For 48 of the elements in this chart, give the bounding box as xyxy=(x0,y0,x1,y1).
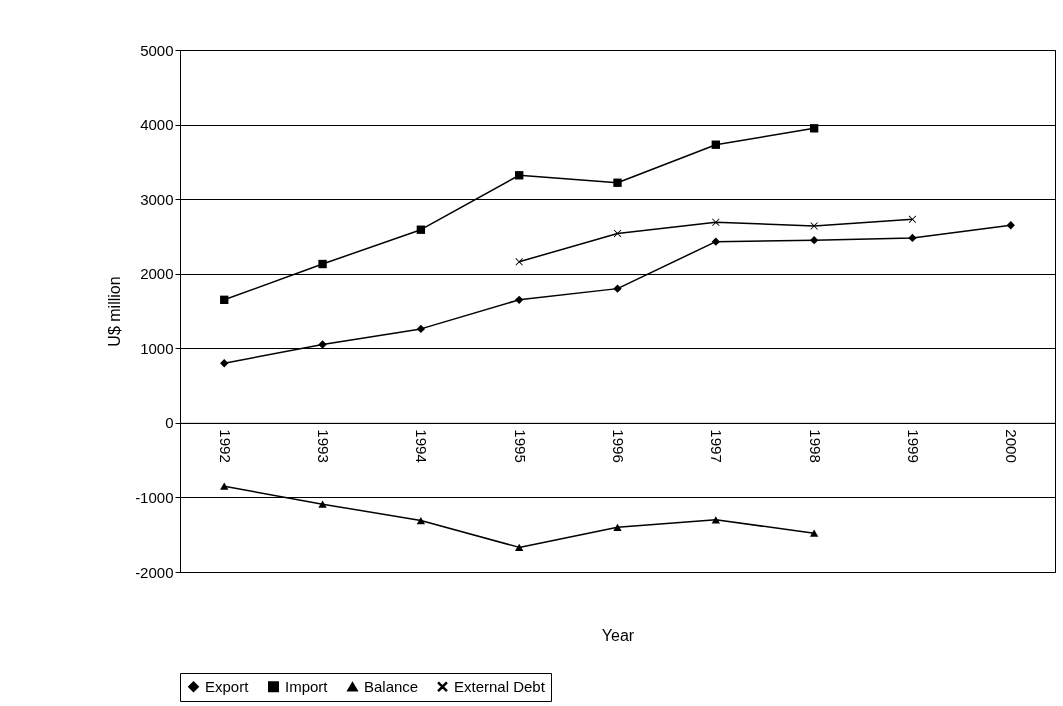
x-tick-label: 1993 xyxy=(315,429,333,463)
point xyxy=(416,225,426,234)
legend-label: External Debt xyxy=(454,677,546,695)
point xyxy=(220,359,229,368)
point xyxy=(515,171,524,180)
legend-label: Export xyxy=(205,677,250,695)
point xyxy=(613,284,622,293)
point xyxy=(318,259,327,269)
point xyxy=(318,500,327,508)
point xyxy=(809,529,819,537)
x-tick-label: 1994 xyxy=(413,429,431,463)
x-tick-label: 2000 xyxy=(1003,429,1021,463)
y-tick-label: 3000 xyxy=(140,190,174,208)
y-tick-label: 0 xyxy=(165,414,174,432)
point xyxy=(712,218,720,227)
y-tick-label: -1000 xyxy=(135,488,174,506)
y-tick-label: 1000 xyxy=(140,339,174,357)
y-axis-title: U$ million xyxy=(106,276,124,347)
point xyxy=(711,140,720,149)
point xyxy=(220,482,229,490)
point xyxy=(416,324,426,334)
point xyxy=(515,543,524,552)
point xyxy=(711,516,720,524)
point xyxy=(515,258,523,266)
point xyxy=(318,340,327,349)
legend-label: Import xyxy=(285,677,329,695)
x-tick-label: 1999 xyxy=(904,429,922,463)
point xyxy=(809,235,819,245)
x-axis-title: Year xyxy=(601,626,635,644)
x-tick-label: 1996 xyxy=(610,429,627,463)
y-tick-label: 5000 xyxy=(140,41,174,59)
y-tick-label: 2000 xyxy=(140,265,174,283)
point xyxy=(613,523,622,531)
point xyxy=(613,178,622,187)
x-tick-label: 1995 xyxy=(511,429,529,463)
point xyxy=(711,237,720,246)
point xyxy=(515,295,524,304)
point xyxy=(1006,221,1015,230)
x-tick-label: 1998 xyxy=(806,429,824,463)
y-tick-label: 4000 xyxy=(140,116,174,134)
y-tick-label: -2000 xyxy=(135,563,174,581)
point xyxy=(809,124,819,133)
point xyxy=(416,516,426,525)
point xyxy=(220,295,229,304)
point xyxy=(908,233,917,243)
legend-label: Balance xyxy=(364,677,419,695)
x-tick-label: 1997 xyxy=(708,429,726,463)
x-tick-label: 1992 xyxy=(216,429,234,463)
